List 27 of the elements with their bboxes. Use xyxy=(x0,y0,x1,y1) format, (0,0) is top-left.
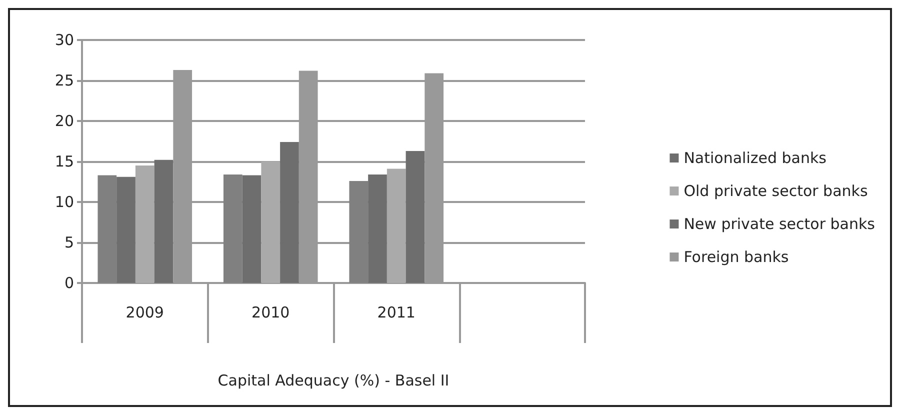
bar xyxy=(242,175,262,283)
x-tick-label: 2011 xyxy=(377,304,416,322)
bar xyxy=(349,180,368,283)
bar xyxy=(368,174,387,283)
bar xyxy=(406,150,425,283)
y-tick-label: 30 xyxy=(54,31,74,49)
legend-label: New private sector banks xyxy=(684,215,876,233)
legend-label: Nationalized banks xyxy=(684,149,827,167)
y-tick-label: 5 xyxy=(64,234,74,252)
x-axis-title: Capital Adequacy (%) - Basel II xyxy=(218,372,450,390)
legend-label: Old private sector banks xyxy=(684,182,868,200)
y-tick-label: 0 xyxy=(64,274,74,292)
bar xyxy=(386,168,406,283)
y-tick-label: 15 xyxy=(54,152,74,170)
y-tick-label: 25 xyxy=(54,72,74,90)
bar xyxy=(280,142,299,283)
bar xyxy=(261,162,280,283)
legend-label: Foreign banks xyxy=(684,248,789,266)
bar xyxy=(116,176,136,283)
y-tick-label: 20 xyxy=(54,112,74,130)
bar xyxy=(135,166,154,283)
x-tick-label: 2010 xyxy=(252,304,290,322)
bar xyxy=(154,160,174,283)
bar xyxy=(98,175,117,283)
y-tick-label: 10 xyxy=(54,193,74,211)
bar xyxy=(223,174,242,283)
x-tick-label: 2009 xyxy=(126,304,164,322)
